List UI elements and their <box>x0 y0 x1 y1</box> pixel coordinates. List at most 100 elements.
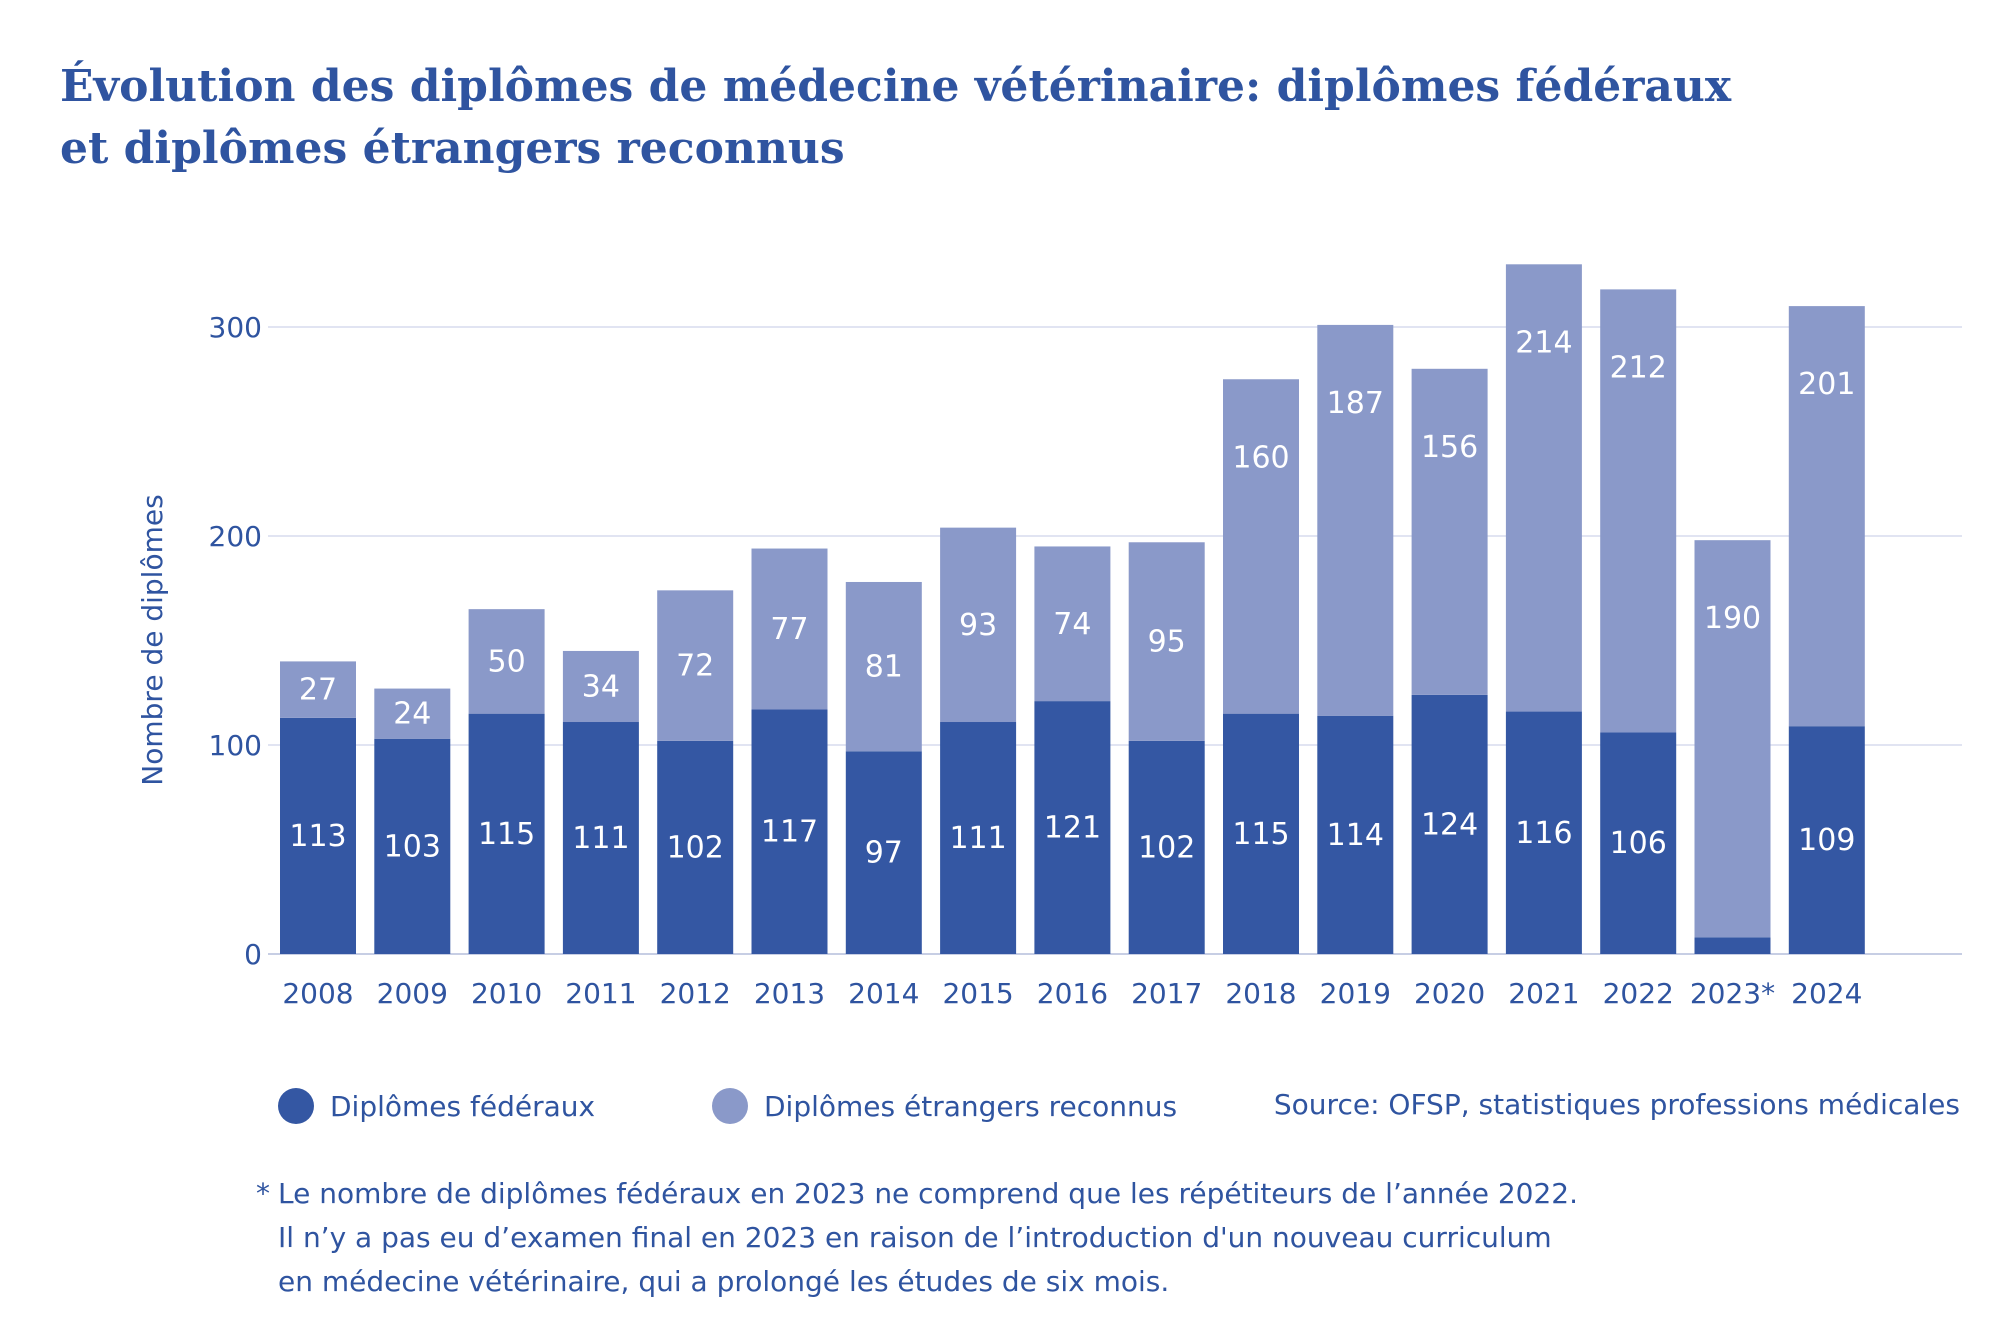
bar-federal-2017 <box>1128 740 1205 954</box>
bar-federal-2013 <box>751 709 828 954</box>
bar-federal-2018 <box>1223 713 1299 954</box>
value-label-federal-2011: 111 <box>572 821 629 856</box>
value-label-federal-2009: 103 <box>384 829 441 864</box>
bar-foreign-2009 <box>374 688 451 739</box>
chart-title: Évolution des diplômes de médecine vétér… <box>60 56 1940 180</box>
value-label-foreign-2013: 77 <box>770 612 808 647</box>
x-tick-label-2023: 2023* <box>1690 977 1775 1010</box>
bar-federal-2015 <box>940 722 1017 954</box>
legend-item-foreign: Diplômes étrangers reconnus <box>712 1088 1177 1124</box>
value-label-federal-2012: 102 <box>667 830 724 865</box>
legend-label-foreign: Diplômes étrangers reconnus <box>764 1089 1178 1123</box>
legend: Diplômes fédéraux Diplômes étrangers rec… <box>0 1088 2008 1132</box>
value-label-foreign-2021: 214 <box>1515 325 1572 360</box>
bar-federal-2022 <box>1600 732 1677 954</box>
y-tick-label-200: 200 <box>209 520 262 553</box>
bar-foreign-2018 <box>1223 379 1299 714</box>
legend-swatch-federal <box>278 1088 314 1124</box>
value-label-foreign-2011: 34 <box>582 669 620 704</box>
bar-federal-2010 <box>468 713 545 954</box>
value-label-federal-2024: 109 <box>1798 823 1855 858</box>
bar-federal-2016 <box>1034 701 1111 954</box>
x-tick-label-2013: 2013 <box>754 977 825 1010</box>
bar-federal-2008 <box>280 717 356 954</box>
bar-federal-2011 <box>562 722 639 954</box>
bar-foreign-2014 <box>845 581 922 752</box>
bar-foreign-2022 <box>1600 289 1677 733</box>
y-tick-label-100: 100 <box>209 729 262 762</box>
value-label-foreign-2023: 190 <box>1704 601 1761 636</box>
bar-federal-2009 <box>374 738 451 954</box>
value-label-foreign-2020: 156 <box>1421 430 1478 465</box>
x-tick-label-2020: 2020 <box>1414 977 1485 1010</box>
bar-foreign-2020 <box>1411 368 1488 695</box>
bar-foreign-2016 <box>1034 546 1111 702</box>
x-tick-label-2012: 2012 <box>660 977 731 1010</box>
value-label-foreign-2010: 50 <box>488 644 526 679</box>
legend-swatch-foreign <box>712 1088 748 1124</box>
value-label-foreign-2019: 187 <box>1327 386 1384 421</box>
value-label-federal-2021: 116 <box>1515 816 1572 851</box>
title-line-1: Évolution des diplômes de médecine vétér… <box>60 61 1732 112</box>
x-tick-label-2015: 2015 <box>942 977 1013 1010</box>
x-tick-label-2008: 2008 <box>282 977 353 1010</box>
source-note: Source: OFSP, statistiques professions m… <box>1273 1088 1960 1121</box>
value-label-foreign-2009: 24 <box>393 697 431 732</box>
footnote: * Le nombre de diplômes fédéraux en 2023… <box>256 1172 1579 1304</box>
value-label-federal-2015: 111 <box>949 821 1006 856</box>
bar-federal-2019 <box>1317 715 1394 954</box>
value-label-federal-2014: 97 <box>865 836 903 871</box>
x-tick-label-2017: 2017 <box>1131 977 1202 1010</box>
bar-federal-2014 <box>845 751 922 954</box>
footnote-line-2: Il n’y a pas eu d’examen final en 2023 e… <box>278 1221 1552 1254</box>
value-label-foreign-2015: 93 <box>959 608 997 643</box>
x-tick-label-2019: 2019 <box>1320 977 1391 1010</box>
bar-foreign-2015 <box>940 527 1017 723</box>
value-label-foreign-2012: 72 <box>676 649 714 684</box>
value-label-federal-2010: 115 <box>478 817 535 852</box>
x-tick-label-2010: 2010 <box>471 977 542 1010</box>
value-label-federal-2018: 115 <box>1232 817 1289 852</box>
value-label-federal-2016: 121 <box>1044 811 1101 846</box>
bar-foreign-2023 <box>1694 540 1771 938</box>
bar-federal-2024 <box>1788 726 1865 954</box>
value-label-federal-2019: 114 <box>1327 818 1384 853</box>
bar-federal-2021 <box>1505 711 1582 954</box>
bar-foreign-2013 <box>751 548 828 710</box>
legend-label-federal: Diplômes fédéraux <box>330 1089 596 1123</box>
bar-foreign-2010 <box>468 609 545 714</box>
bar-foreign-2012 <box>657 590 734 741</box>
value-label-foreign-2024: 201 <box>1798 367 1855 402</box>
y-tick-label-0: 0 <box>244 938 262 971</box>
bar-foreign-2024 <box>1788 306 1865 727</box>
value-label-federal-2013: 117 <box>761 815 818 850</box>
footnote-marker: * <box>256 1177 270 1210</box>
bar-federal-2012 <box>657 740 734 954</box>
value-label-federal-2017: 102 <box>1138 830 1195 865</box>
title-line-2: et diplômes étrangers reconnus <box>60 123 845 174</box>
legend-item-federal: Diplômes fédéraux <box>278 1088 595 1124</box>
x-tick-label-2018: 2018 <box>1225 977 1296 1010</box>
value-label-foreign-2008: 27 <box>299 673 337 708</box>
x-tick-label-2021: 2021 <box>1508 977 1579 1010</box>
footnote-line-3: en médecine vétérinaire, qui a prolongé … <box>278 1265 1170 1298</box>
x-tick-label-2016: 2016 <box>1037 977 1108 1010</box>
value-label-foreign-2018: 160 <box>1232 440 1289 475</box>
bar-foreign-2017 <box>1128 542 1205 741</box>
footnote-line-1: Le nombre de diplômes fédéraux en 2023 n… <box>278 1177 1579 1210</box>
value-label-federal-2008: 113 <box>289 819 346 854</box>
y-tick-label-300: 300 <box>209 311 262 344</box>
y-axis-label: Nombre de diplômes <box>136 494 169 785</box>
value-label-foreign-2014: 81 <box>865 650 903 685</box>
x-tick-label-2022: 2022 <box>1603 977 1674 1010</box>
bar-foreign-2021 <box>1505 264 1582 712</box>
value-label-foreign-2016: 74 <box>1053 607 1091 642</box>
bar-foreign-2011 <box>562 650 639 723</box>
x-tick-label-2009: 2009 <box>377 977 448 1010</box>
value-label-federal-2020: 124 <box>1421 807 1478 842</box>
bar-federal-2020 <box>1411 694 1488 954</box>
bar-federal-2023 <box>1694 937 1771 954</box>
x-tick-label-2011: 2011 <box>565 977 636 1010</box>
x-tick-label-2024: 2024 <box>1791 977 1862 1010</box>
